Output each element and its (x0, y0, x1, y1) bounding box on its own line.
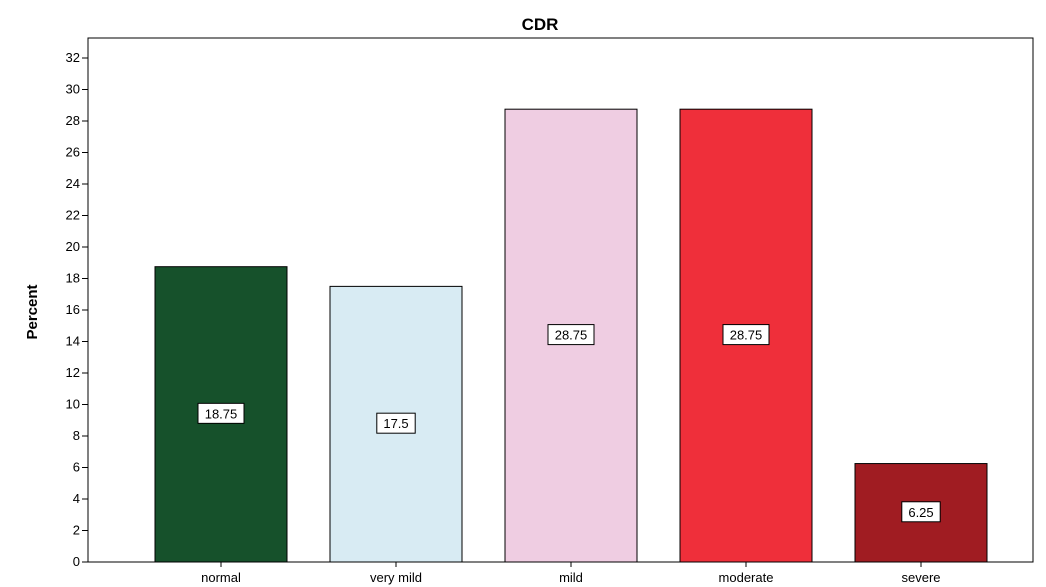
y-tick-label: 6 (73, 460, 80, 475)
y-axis-label: Percent (24, 284, 41, 339)
data-label-box (547, 324, 595, 346)
data-label-box (376, 412, 416, 434)
y-tick-label: 0 (73, 554, 80, 569)
y-tick-label: 12 (66, 365, 80, 380)
x-category-label: normal (201, 570, 241, 585)
y-tick-label: 26 (66, 145, 80, 160)
x-category-label: very mild (370, 570, 422, 585)
y-tick-label: 22 (66, 208, 80, 223)
y-tick-label: 16 (66, 302, 80, 317)
x-category-label: mild (559, 570, 583, 585)
x-category-label: severe (901, 570, 940, 585)
y-tick-label: 8 (73, 428, 80, 443)
x-category-label: moderate (719, 570, 774, 585)
y-tick-label: 4 (73, 491, 80, 506)
data-label: 28.75 (555, 328, 588, 343)
y-tick-label: 20 (66, 239, 80, 254)
bars-group: 18.75 17.5 28.75 28.75 6.25 (154, 108, 988, 563)
y-tick-label: 24 (66, 176, 80, 191)
data-label: 28.75 (730, 328, 763, 343)
data-label: 17.5 (383, 416, 408, 431)
y-tick-label: 30 (66, 82, 80, 97)
y-tick-label: 28 (66, 113, 80, 128)
y-tick-label: 10 (66, 397, 80, 412)
data-label-box (197, 402, 245, 424)
data-label: 18.75 (205, 406, 238, 421)
chart-title: CDR (522, 15, 559, 34)
y-tick-label: 32 (66, 50, 80, 65)
y-tick-label: 2 (73, 523, 80, 538)
y-tick-label: 14 (66, 334, 80, 349)
data-label-box (722, 324, 770, 346)
data-label: 6.25 (908, 505, 933, 520)
y-tick-label: 18 (66, 271, 80, 286)
data-label-box (901, 501, 941, 523)
x-axis-labels: normal very mild mild moderate severe (201, 562, 941, 585)
